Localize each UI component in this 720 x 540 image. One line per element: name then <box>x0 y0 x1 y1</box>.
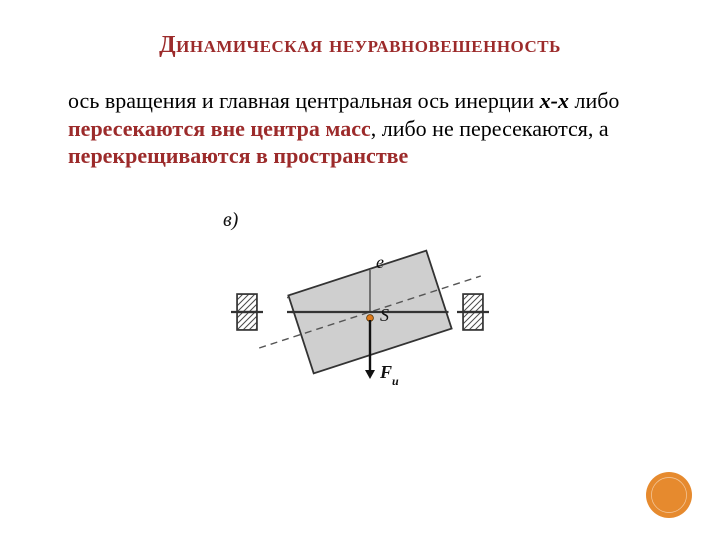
text-red2: перекрещиваются в пространстве <box>68 143 408 168</box>
text-red1: пересекаются вне центра масс <box>68 116 371 141</box>
svg-text:Fи: Fи <box>379 362 399 388</box>
text-part1: ось вращения и главная центральная ось и… <box>68 88 540 113</box>
text-xx: x-x <box>540 88 569 113</box>
diagram-container: в) e S Fи <box>52 200 668 400</box>
slide-title: Динамическая неуравновешенность <box>52 32 668 59</box>
physics-diagram: в) e S Fи <box>215 200 505 400</box>
body-text: ось вращения и главная центральная ось и… <box>52 87 668 170</box>
svg-text:e: e <box>376 252 384 272</box>
bullet-1: ось вращения и главная центральная ось и… <box>52 87 668 170</box>
text-part3: , либо не пересекаются, а <box>371 116 609 141</box>
text-part2: либо <box>569 88 619 113</box>
svg-text:в): в) <box>223 209 239 231</box>
svg-text:S: S <box>380 305 389 325</box>
accent-circle-icon <box>646 472 692 518</box>
